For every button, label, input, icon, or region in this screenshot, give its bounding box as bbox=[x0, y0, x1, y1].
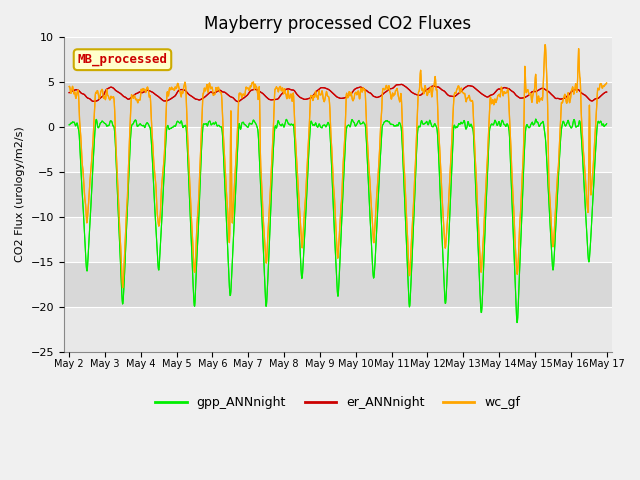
Text: MB_processed: MB_processed bbox=[77, 53, 168, 66]
gpp_ANNnight bbox=[492, 118, 499, 123]
gpp_ANNnight bbox=[65, 122, 73, 128]
gpp_ANNnight bbox=[421, 120, 429, 126]
er_ANNnight bbox=[540, 85, 547, 91]
er_ANNnight bbox=[603, 89, 611, 95]
Line: wc_gf: wc_gf bbox=[69, 45, 607, 288]
gpp_ANNnight bbox=[245, 122, 253, 128]
Bar bbox=[64, 127, 612, 172]
wc_gf bbox=[185, 164, 193, 170]
wc_gf bbox=[172, 85, 180, 91]
wc_gf bbox=[492, 100, 500, 106]
gpp_ANNnight bbox=[185, 177, 193, 182]
er_ANNnight bbox=[492, 88, 500, 94]
Bar bbox=[64, 82, 612, 127]
er_ANNnight bbox=[422, 87, 429, 93]
Title: Mayberry processed CO2 Fluxes: Mayberry processed CO2 Fluxes bbox=[204, 15, 472, 33]
Bar bbox=[64, 217, 612, 262]
er_ANNnight bbox=[245, 90, 253, 96]
Legend: gpp_ANNnight, er_ANNnight, wc_gf: gpp_ANNnight, er_ANNnight, wc_gf bbox=[150, 391, 525, 414]
Y-axis label: CO2 Flux (urology/m2/s): CO2 Flux (urology/m2/s) bbox=[15, 127, 25, 262]
wc_gf bbox=[422, 84, 429, 90]
er_ANNnight bbox=[397, 82, 405, 87]
Bar bbox=[64, 172, 612, 217]
gpp_ANNnight bbox=[532, 116, 540, 122]
gpp_ANNnight bbox=[603, 121, 611, 127]
Bar bbox=[64, 262, 612, 307]
gpp_ANNnight bbox=[540, 120, 547, 126]
er_ANNnight bbox=[234, 99, 242, 105]
Bar bbox=[64, 307, 612, 351]
wc_gf bbox=[245, 88, 253, 94]
gpp_ANNnight bbox=[513, 320, 521, 325]
gpp_ANNnight bbox=[172, 123, 179, 129]
Line: er_ANNnight: er_ANNnight bbox=[69, 84, 607, 102]
er_ANNnight bbox=[172, 92, 179, 98]
er_ANNnight bbox=[185, 91, 193, 97]
wc_gf bbox=[119, 285, 127, 290]
wc_gf bbox=[65, 84, 73, 90]
wc_gf bbox=[541, 42, 549, 48]
Line: gpp_ANNnight: gpp_ANNnight bbox=[69, 119, 607, 323]
wc_gf bbox=[603, 80, 611, 86]
er_ANNnight bbox=[65, 90, 73, 96]
Bar bbox=[64, 37, 612, 82]
wc_gf bbox=[540, 86, 547, 92]
